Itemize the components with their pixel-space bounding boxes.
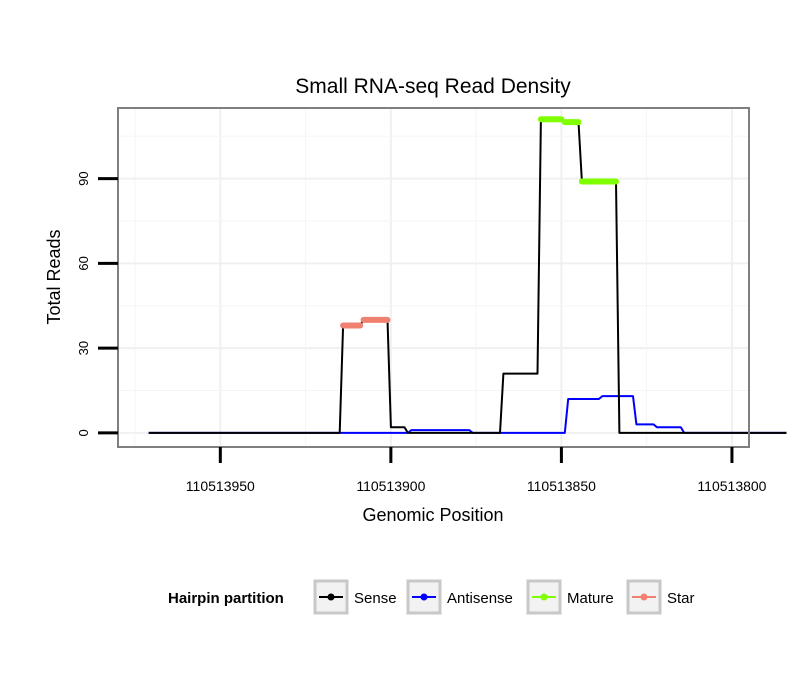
legend: Hairpin partition Sense Antisense Mature St… bbox=[168, 579, 695, 615]
legend-item-sense: Sense bbox=[313, 579, 397, 615]
legend-label: Star bbox=[667, 590, 695, 607]
legend-dot bbox=[540, 593, 548, 601]
x-tick-label: 110513800 bbox=[697, 478, 766, 494]
legend-dot bbox=[327, 593, 335, 601]
y-tick-label: 60 bbox=[76, 256, 91, 270]
x-axis-label: Genomic Position bbox=[362, 505, 503, 525]
chart-title: Small RNA-seq Read Density bbox=[295, 75, 571, 98]
y-axis-label: Total Reads bbox=[44, 229, 64, 324]
axes: 110513950 110513900 110513850 110513800 0 30 6… bbox=[76, 171, 767, 494]
plot-frame bbox=[117, 107, 750, 448]
legend-dot bbox=[420, 593, 428, 601]
y-tick-label: 0 bbox=[76, 429, 91, 436]
legend-label: Antisense bbox=[447, 590, 513, 607]
legend-label: Mature bbox=[567, 590, 614, 607]
x-tick-label: 110513850 bbox=[527, 478, 596, 494]
x-tick-label: 110513950 bbox=[186, 478, 255, 494]
legend-title: Hairpin partition bbox=[168, 590, 284, 607]
antisense-line bbox=[148, 395, 787, 434]
sense-line bbox=[148, 118, 787, 434]
x-tick-label: 110513900 bbox=[356, 478, 425, 494]
y-tick-label: 90 bbox=[76, 171, 91, 185]
legend-item-antisense: Antisense bbox=[406, 579, 513, 615]
data-lines bbox=[148, 116, 787, 434]
grid bbox=[118, 108, 749, 447]
legend-dot bbox=[640, 593, 648, 601]
legend-item-star: Star bbox=[626, 579, 695, 615]
y-tick-label: 30 bbox=[76, 341, 91, 355]
legend-label: Sense bbox=[354, 590, 397, 607]
legend-item-mature: Mature bbox=[526, 579, 614, 615]
